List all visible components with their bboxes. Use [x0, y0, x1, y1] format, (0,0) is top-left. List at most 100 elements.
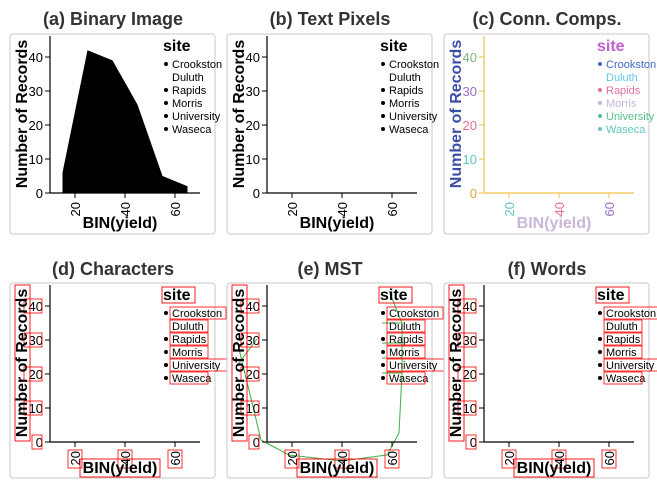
- y-tick-label: 20: [29, 118, 43, 133]
- y-tick-label: 40: [246, 299, 260, 314]
- char-box: [169, 371, 209, 385]
- char-box: [161, 286, 196, 304]
- panel-characters: (d) Characters 0 10 20 30 40 20 40 60 Number of R…: [9, 259, 233, 479]
- x-tick-label: 60: [602, 451, 617, 465]
- legend-item: Waseca: [172, 373, 212, 385]
- y-tick-label: 0: [253, 186, 260, 201]
- x-tick-label: 60: [385, 451, 400, 465]
- char-box: [23, 298, 43, 314]
- legend-item: Crookston: [389, 59, 439, 71]
- y-tick-label: 40: [29, 299, 43, 314]
- legend-bullet: [598, 127, 602, 131]
- legend-bullet: [598, 311, 602, 315]
- char-box: [240, 332, 260, 348]
- legend-title: site: [380, 38, 408, 55]
- legend-item: Duluth: [389, 72, 421, 84]
- y-tick-label: 20: [463, 118, 477, 133]
- legend-item: University: [606, 111, 655, 123]
- legend-item: Morris: [606, 98, 637, 110]
- y-tick-label: 0: [36, 435, 43, 450]
- legend-item: Rapids: [172, 85, 207, 97]
- y-axis-label: Number of Records: [231, 40, 248, 189]
- legend-bullet: [598, 376, 602, 380]
- legend-bullet: [381, 88, 385, 92]
- x-axis-label: BIN(yield): [517, 460, 592, 477]
- char-box: [386, 345, 426, 359]
- char-box: [79, 458, 161, 478]
- x-tick-label: 60: [602, 202, 617, 216]
- legend-bullet: [164, 376, 168, 380]
- x-tick-label: 60: [168, 202, 183, 216]
- y-tick-label: 10: [463, 152, 477, 167]
- legend-item: Rapids: [389, 334, 424, 346]
- legend-bullet: [164, 337, 168, 341]
- legend-title: site: [380, 287, 408, 304]
- x-tick-label: 40: [552, 451, 567, 465]
- x-tick-label: 20: [68, 451, 83, 465]
- y-tick-label: 10: [246, 152, 260, 167]
- char-box: [248, 434, 260, 450]
- x-tick-label: 40: [335, 202, 350, 216]
- y-tick-label: 30: [246, 84, 260, 99]
- y-axis-label: Number of Records: [231, 289, 248, 438]
- legend-item: Morris: [172, 347, 203, 359]
- legend-bullet: [164, 311, 168, 315]
- x-tick-label: 20: [502, 202, 517, 216]
- panel-components: (c) Conn. Comps. 0 10 20 30 40 20 40 60 Number of…: [443, 9, 656, 235]
- x-tick-label: 20: [68, 202, 83, 216]
- mst-edge: [238, 338, 258, 364]
- panel-title: (b) Text Pixels: [270, 9, 391, 29]
- y-tick-label: 30: [463, 84, 477, 99]
- y-tick-label: 0: [470, 435, 477, 450]
- legend-bullet: [381, 376, 385, 380]
- char-box: [23, 400, 43, 416]
- legend-item: Rapids: [606, 85, 641, 97]
- panel-title: (e) MST: [298, 259, 363, 279]
- y-tick-label: 30: [29, 333, 43, 348]
- y-tick-label: 0: [253, 435, 260, 450]
- area-series: [62, 50, 188, 194]
- panel-title: (c) Conn. Comps.: [473, 9, 622, 29]
- legend-bullet: [381, 363, 385, 367]
- mst-edge: [238, 348, 262, 441]
- x-tick-label: 40: [118, 451, 133, 465]
- legend-item: Crookston: [172, 308, 222, 320]
- legend-title: site: [597, 38, 625, 55]
- legend-bullet: [598, 62, 602, 66]
- char-box: [386, 306, 444, 320]
- panel-frame: [226, 33, 433, 235]
- y-tick-label: 30: [463, 333, 477, 348]
- char-box: [386, 332, 426, 346]
- y-tick-label: 20: [29, 367, 43, 382]
- panel-title: (f) Words: [508, 259, 587, 279]
- char-box: [603, 306, 657, 320]
- legend-item: Waseca: [389, 124, 429, 136]
- legend-bullet: [381, 127, 385, 131]
- y-tick-label: 0: [36, 186, 43, 201]
- char-box: [603, 332, 643, 346]
- panel-words: (f) Words 0 10 20 30 40 20 40 60 Number of Record…: [443, 259, 657, 479]
- char-box: [378, 286, 413, 304]
- legend-bullet: [164, 62, 168, 66]
- x-tick-label: 20: [502, 451, 517, 465]
- y-tick-label: 20: [463, 367, 477, 382]
- legend-item: Crookston: [172, 59, 222, 71]
- legend-item: Duluth: [606, 321, 638, 333]
- y-tick-label: 20: [246, 118, 260, 133]
- mst-edge: [260, 290, 403, 462]
- y-tick-label: 40: [463, 299, 477, 314]
- x-tick-label: 60: [385, 202, 400, 216]
- legend-bullet: [598, 101, 602, 105]
- x-tick-label: 40: [335, 451, 350, 465]
- legend-bullet: [381, 337, 385, 341]
- legend-item: Rapids: [606, 334, 641, 346]
- panel-title: (a) Binary Image: [43, 9, 183, 29]
- legend-title: site: [163, 38, 191, 55]
- x-axis-label: BIN(yield): [83, 215, 158, 232]
- y-axis-label: Number of Records: [448, 289, 465, 438]
- legend-bullet: [381, 101, 385, 105]
- y-tick-label: 10: [246, 401, 260, 416]
- legend-item: Duluth: [172, 72, 204, 84]
- legend-bullet: [164, 88, 168, 92]
